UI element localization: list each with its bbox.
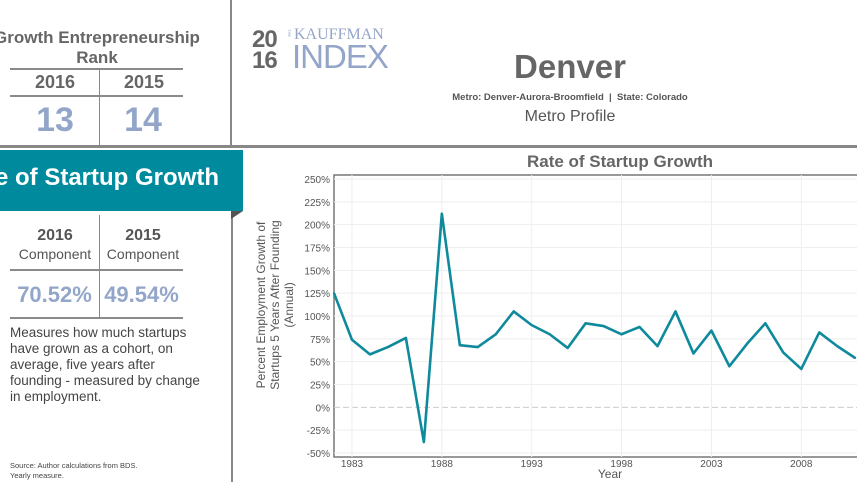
component-description: Measures how much startups have grown as… xyxy=(10,325,200,404)
source-frequency: Yearly measure. xyxy=(10,471,64,480)
component-sub-2016: Component xyxy=(18,246,92,262)
y-tick-label: 250% xyxy=(304,175,330,186)
data-point xyxy=(818,331,821,334)
divider xyxy=(99,215,100,318)
y-tick-label: 0% xyxy=(316,403,331,414)
chart-title: Rate of Startup Growth xyxy=(527,152,713,171)
data-point xyxy=(530,324,533,327)
logo-the: THE xyxy=(287,29,292,37)
logo-year-bottom: 16 xyxy=(252,47,278,74)
y-tick-label: 150% xyxy=(304,266,330,277)
y-tick-label: 75% xyxy=(310,335,330,346)
data-point xyxy=(404,336,407,339)
divider xyxy=(10,269,183,271)
y-tick-label: -25% xyxy=(307,426,330,437)
logo-index: INDEX xyxy=(292,38,389,75)
x-tick-label: 1988 xyxy=(431,459,454,470)
rank-value-2015: 14 xyxy=(124,101,162,139)
rank-value-2016: 13 xyxy=(36,101,74,139)
data-point xyxy=(512,310,515,313)
data-point xyxy=(548,333,551,336)
y-tick-label: -50% xyxy=(307,449,330,460)
rank-title: Growth Entrepreneurship Rank xyxy=(0,28,200,67)
data-point xyxy=(458,344,461,347)
banner-title: Rate of Startup Growth xyxy=(0,164,219,191)
data-point xyxy=(350,338,353,341)
series-line xyxy=(332,212,856,444)
x-tick-label: 1998 xyxy=(610,459,633,470)
data-point xyxy=(728,365,731,368)
divider xyxy=(10,68,183,70)
x-tick-label: 1993 xyxy=(521,459,544,470)
data-point xyxy=(656,345,659,348)
y-tick-label: 200% xyxy=(304,221,330,232)
data-point xyxy=(386,346,389,349)
component-banner: Rate of Startup Growth xyxy=(0,150,243,211)
component-sub-2015: Component xyxy=(106,246,180,262)
divider xyxy=(99,68,100,145)
data-point xyxy=(566,346,569,349)
y-tick-label: 175% xyxy=(304,244,330,255)
divider xyxy=(10,95,183,97)
data-point xyxy=(494,333,497,336)
logo-brand: KAUFFMAN xyxy=(294,26,384,43)
y-tick-label: 25% xyxy=(310,381,330,392)
y-tick-label: 225% xyxy=(304,198,330,209)
data-point xyxy=(836,345,839,348)
data-point xyxy=(440,212,443,215)
x-tick-label: 1983 xyxy=(341,459,364,470)
separator: | xyxy=(609,92,612,103)
header-bottom-border xyxy=(0,145,857,148)
header-divider xyxy=(230,0,232,146)
y-axis-label-line2: Startups 5 Years After Founding xyxy=(268,220,282,389)
data-point xyxy=(782,351,785,354)
logo-year-top: 20 xyxy=(252,26,278,53)
profile-label: Metro Profile xyxy=(524,108,616,125)
city-title: Denver xyxy=(514,48,626,85)
data-point xyxy=(584,322,587,325)
source-text: Source: Author calculations from BDS. xyxy=(10,461,138,470)
data-point xyxy=(638,325,641,328)
data-point xyxy=(368,353,371,356)
data-point xyxy=(602,325,605,328)
x-tick-label: 2008 xyxy=(790,459,813,470)
data-point xyxy=(476,346,479,349)
component-value-2016: 70.52% xyxy=(17,282,92,307)
rank-year-2015: 2015 xyxy=(123,72,165,92)
left-panel-border xyxy=(231,210,233,482)
state-label: State: Colorado xyxy=(617,92,688,103)
y-axis-label-line1: Percent Employment Growth of xyxy=(254,221,268,388)
kauffman-index-logo: 20 16 THE KAUFFMAN INDEX xyxy=(252,26,392,75)
component-year-2016: 2016 xyxy=(37,227,73,244)
data-point xyxy=(620,333,623,336)
y-axis-label-line3: (Annual) xyxy=(282,282,296,327)
data-point xyxy=(422,441,425,444)
metro-info: Metro: Denver-Aurora-Broomfield | State:… xyxy=(400,92,740,104)
data-point xyxy=(764,322,767,325)
rank-year-2016: 2016 xyxy=(34,72,76,92)
y-tick-label: 125% xyxy=(304,289,330,300)
component-value-2015: 49.54% xyxy=(104,282,179,307)
data-point xyxy=(710,329,713,332)
data-point xyxy=(800,367,803,370)
y-tick-label: 100% xyxy=(304,312,330,323)
data-point xyxy=(692,352,695,355)
component-year-2015: 2015 xyxy=(125,227,161,244)
data-point xyxy=(746,342,749,345)
divider xyxy=(10,317,183,319)
x-tick-label: 2003 xyxy=(700,459,723,470)
source-note: Source: Author calculations from BDS. Yea… xyxy=(10,461,138,481)
data-point xyxy=(674,310,677,313)
y-axis-label: Percent Employment Growth of Startups 5 … xyxy=(254,220,296,389)
x-axis-label: Year xyxy=(598,467,622,481)
y-tick-label: 50% xyxy=(310,358,330,369)
data-point xyxy=(333,292,335,295)
metro-label: Metro: Denver-Aurora-Broomfield xyxy=(452,92,604,103)
data-point xyxy=(854,357,857,360)
banner-fold xyxy=(231,211,243,219)
